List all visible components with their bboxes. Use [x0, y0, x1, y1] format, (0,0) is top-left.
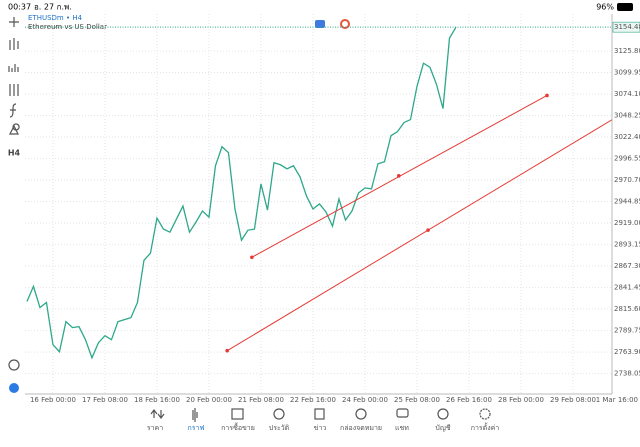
x-tick-label: 20 Feb 00:00 — [186, 396, 232, 404]
x-tick-label: 25 Feb 08:00 — [394, 396, 440, 404]
status-battery: 96% — [596, 3, 614, 12]
trend-point — [545, 93, 549, 98]
tab-label[interactable]: กราฟ — [188, 424, 205, 432]
y-tick-label: 2919.00 — [614, 219, 640, 227]
y-tick-label: 2763.90 — [614, 348, 640, 356]
shapes-tool[interactable] — [9, 123, 20, 135]
y-tick-label: 3074.10 — [614, 90, 640, 98]
timeframe[interactable]: H4 — [8, 149, 21, 158]
left-toolbar: H4 — [8, 17, 21, 393]
tab-label[interactable]: ราคา — [147, 424, 163, 432]
tab-icon — [273, 408, 285, 420]
trend-point — [250, 255, 254, 260]
x-tick-label: 17 Feb 08:00 — [82, 396, 128, 404]
x-tick-label: 29 Feb 08:00 — [550, 396, 596, 404]
status-date: อ. 27 ก.พ. — [34, 3, 72, 12]
trend-line — [226, 119, 613, 352]
chart-type-tool[interactable] — [9, 38, 19, 50]
y-tick-label: 2867.30 — [614, 262, 640, 270]
tab-icon — [355, 408, 367, 420]
tab-label[interactable]: แชท — [395, 424, 409, 432]
tab-icon — [192, 408, 198, 422]
y-tick-label: 2738.05 — [614, 370, 640, 378]
x-tick-label: 22 Feb 16:00 — [290, 396, 336, 404]
current-price-label: 3154.48 — [614, 23, 640, 31]
current-price-box — [612, 21, 640, 33]
x-tick-label: 1 Mar 16:00 — [596, 396, 638, 404]
history-tool[interactable] — [8, 359, 20, 371]
y-tick-label: 3125.80 — [614, 47, 640, 55]
price-line — [26, 26, 457, 360]
y-tick-label: 3022.40 — [614, 133, 640, 141]
tab-icon — [437, 408, 449, 420]
chart-title: ETHUSDm • H4 — [28, 14, 83, 22]
broker-logo[interactable] — [9, 383, 19, 393]
x-tick-label: 24 Feb 00:00 — [342, 396, 388, 404]
y-tick-label: 2970.70 — [614, 176, 640, 184]
y-tick-label: 3048.25 — [614, 112, 640, 120]
status-time: 00:37 — [8, 3, 31, 12]
indicators-tool[interactable] — [8, 64, 19, 72]
tab-icon — [396, 408, 409, 418]
tab-icon — [150, 409, 165, 419]
trend-point — [396, 174, 401, 178]
tab-label[interactable]: ประวัติ — [269, 424, 290, 432]
trend-point — [225, 348, 229, 353]
tab-label[interactable]: ข่าว — [314, 424, 327, 432]
y-tick-label: 2841.45 — [614, 284, 640, 292]
y-tick-label: 3099.95 — [614, 69, 640, 77]
battery-icon — [617, 3, 633, 11]
tab-icon — [231, 408, 244, 420]
trend-point — [426, 228, 430, 232]
y-tick-label: 2944.85 — [614, 198, 640, 206]
tab-label[interactable]: การตั้งค่า — [471, 421, 500, 432]
y-tick-label: 2996.55 — [614, 155, 640, 163]
x-tick-label: 18 Feb 16:00 — [134, 396, 180, 404]
tab-icon — [479, 408, 491, 420]
y-tick-label: 2815.60 — [614, 305, 640, 313]
tab-label[interactable]: บัญชี — [435, 424, 450, 432]
tab-label[interactable]: การซื้อขาย — [221, 421, 255, 432]
y-tick-label: 2789.75 — [614, 327, 640, 335]
tab-label[interactable]: กล่องจดหมาย — [340, 424, 382, 432]
x-tick-label: 16 Feb 00:00 — [30, 396, 76, 404]
tab-bar: ราคา กราฟ การซื้อขาย ประวัติ ข่าว กล่องจ… — [147, 408, 499, 432]
objects-tool[interactable] — [9, 103, 17, 118]
tab-icon — [314, 408, 325, 420]
settings-tool[interactable] — [9, 84, 19, 96]
x-tick-label: 28 Feb 00:00 — [498, 396, 544, 404]
one-click-icon[interactable] — [340, 19, 350, 29]
x-tick-label: 26 Feb 16:00 — [446, 396, 492, 404]
y-tick-label: 2893.15 — [614, 241, 640, 249]
buy-sell-icon[interactable] — [315, 20, 325, 28]
crosshair-tool[interactable] — [9, 17, 19, 27]
x-tick-label: 21 Feb 08:00 — [238, 396, 284, 404]
